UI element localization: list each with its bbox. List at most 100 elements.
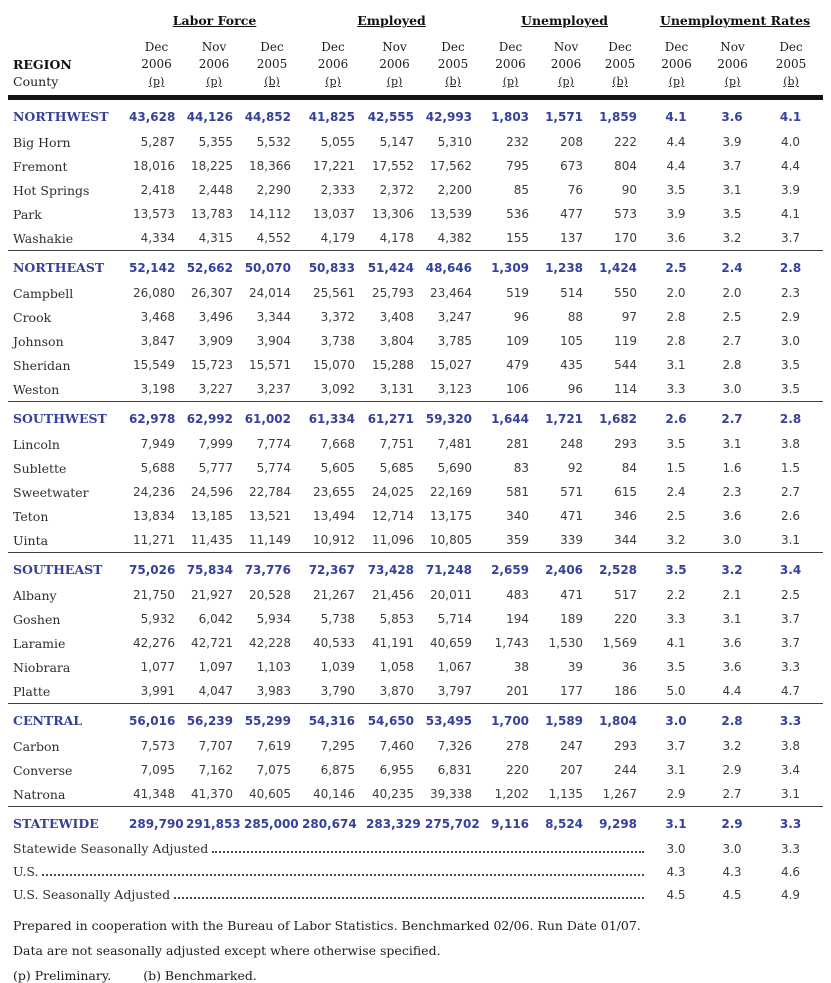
region-value: 1,238 [545, 260, 584, 275]
county-value: 6,875 [320, 763, 356, 777]
county-value: 3.9 [722, 135, 742, 149]
county-value: 109 [506, 334, 530, 348]
region-value: 61,271 [367, 411, 415, 426]
county-value: 18,366 [249, 159, 292, 173]
column-header: Dec 2006 (p) [301, 38, 366, 100]
county-value: 208 [560, 135, 584, 149]
county-value: 1,135 [548, 787, 584, 801]
county-value: 1.5 [666, 461, 686, 475]
region-value: 2.5 [665, 260, 687, 275]
region-value: 8,524 [545, 816, 584, 831]
county-value: 7,707 [198, 739, 233, 753]
county-value: 2.9 [666, 787, 686, 801]
county-value: 5,310 [437, 135, 473, 149]
county-value: 3,123 [437, 382, 473, 396]
column-note: (b) [445, 75, 461, 88]
group-header-employed: Employed [301, 6, 482, 38]
region-value: 53,495 [425, 713, 473, 728]
report-footer: Prepared in cooperation with the Bureau … [8, 918, 823, 983]
adjusted-row: Statewide Seasonally Adjusted 3.0 3.0 3.3 [8, 837, 823, 860]
adjusted-row: U.S. 4.3 4.3 4.6 [8, 860, 823, 883]
adjusted-row: U.S. Seasonally Adjusted 4.5 4.5 4.9 [8, 883, 823, 906]
county-value: 4,179 [320, 231, 356, 245]
footer-prepared-note: Prepared in cooperation with the Bureau … [13, 918, 641, 933]
county-value: 536 [506, 207, 530, 221]
county-value: 5,147 [379, 135, 415, 149]
region-value: 3.0 [665, 713, 687, 728]
county-name: Park [13, 206, 42, 222]
county-value: 2.4 [666, 485, 686, 499]
county-value: 5,355 [198, 135, 233, 149]
column-year: 2006 [379, 57, 410, 71]
adjusted-rate: 4.3 [722, 864, 742, 879]
county-value: 92 [567, 461, 584, 475]
column-note: (b) [264, 75, 280, 88]
region-value: 62,992 [186, 411, 233, 426]
county-value: 21,267 [313, 588, 356, 602]
column-year: 2006 [495, 57, 526, 71]
region-value: 56,016 [129, 713, 176, 728]
corner-cell [8, 6, 128, 38]
county-value: 105 [560, 334, 584, 348]
region-value: 4.1 [779, 109, 802, 124]
region-value: 73,776 [244, 562, 292, 577]
region-value: 42,993 [425, 109, 473, 124]
county-value: 41,191 [372, 636, 415, 650]
region-value: 59,320 [425, 411, 473, 426]
county-value: 18,225 [191, 159, 233, 173]
region-value: 44,126 [186, 109, 233, 124]
county-value: 3.9 [666, 207, 686, 221]
county-value: 3.1 [780, 533, 801, 547]
column-note: (b) [783, 75, 799, 88]
county-value: 3,904 [256, 334, 292, 348]
column-note: (p) [558, 75, 574, 88]
region-row: SOUTHWEST 62,978 62,992 61,002 61,334 61,271 5… [8, 402, 823, 433]
region-value: 283,329 [366, 816, 421, 831]
county-value: 3.1 [722, 183, 742, 197]
county-value: 23,655 [313, 485, 356, 499]
region-value: 291,853 [186, 816, 241, 831]
county-value: 3.1 [722, 437, 742, 451]
column-month: Dec [260, 40, 284, 54]
county-value: 3.6 [722, 509, 742, 523]
county-row: Converse 7,095 7,162 7,075 6,875 6,955 6,831 22… [8, 758, 823, 782]
county-value: 1,058 [379, 660, 415, 674]
county-name: Platte [13, 683, 51, 699]
county-value: 3.3 [666, 382, 686, 396]
county-value: 2.8 [666, 334, 686, 348]
county-value: 222 [614, 135, 638, 149]
county-value: 13,539 [430, 207, 473, 221]
region-value: 2.6 [665, 411, 687, 426]
region-value: 3.2 [721, 562, 743, 577]
county-value: 40,533 [313, 636, 356, 650]
region-name: NORTHWEST [13, 109, 109, 124]
adjusted-row-label-cell: U.S. Seasonally Adjusted [8, 883, 647, 906]
county-value: 22,784 [249, 485, 292, 499]
region-value: 50,070 [244, 260, 292, 275]
county-value: 3.5 [780, 358, 801, 372]
county-label: County [13, 74, 59, 89]
county-value: 1,103 [256, 660, 292, 674]
county-value: 24,236 [133, 485, 175, 499]
county-value: 7,668 [320, 437, 356, 451]
county-value: 3.5 [666, 660, 686, 674]
county-value: 1,569 [602, 636, 638, 650]
county-name: Natrona [13, 786, 66, 802]
region-value: 71,248 [425, 562, 473, 577]
county-value: 4,178 [379, 231, 415, 245]
section-northeast: NORTHEAST 52,142 52,662 50,070 50,833 51,424 4… [8, 250, 824, 402]
column-month: Nov [553, 40, 579, 54]
region-value: 75,026 [129, 562, 176, 577]
county-value: 7,751 [379, 437, 415, 451]
county-value: 114 [614, 382, 638, 396]
county-value: 21,927 [191, 588, 233, 602]
county-value: 21,456 [372, 588, 415, 602]
column-year: 2005 [604, 57, 636, 71]
county-value: 13,306 [372, 207, 415, 221]
group-label: Unemployment Rates [659, 13, 811, 28]
column-note: (p) [206, 75, 222, 88]
county-row: Carbon 7,573 7,707 7,619 7,295 7,460 7,326 278 2… [8, 734, 823, 758]
county-row: Natrona 41,348 41,370 40,605 40,146 40,235 39,… [8, 782, 823, 807]
county-value: 2.6 [780, 509, 801, 523]
region-value: 2,659 [491, 562, 530, 577]
